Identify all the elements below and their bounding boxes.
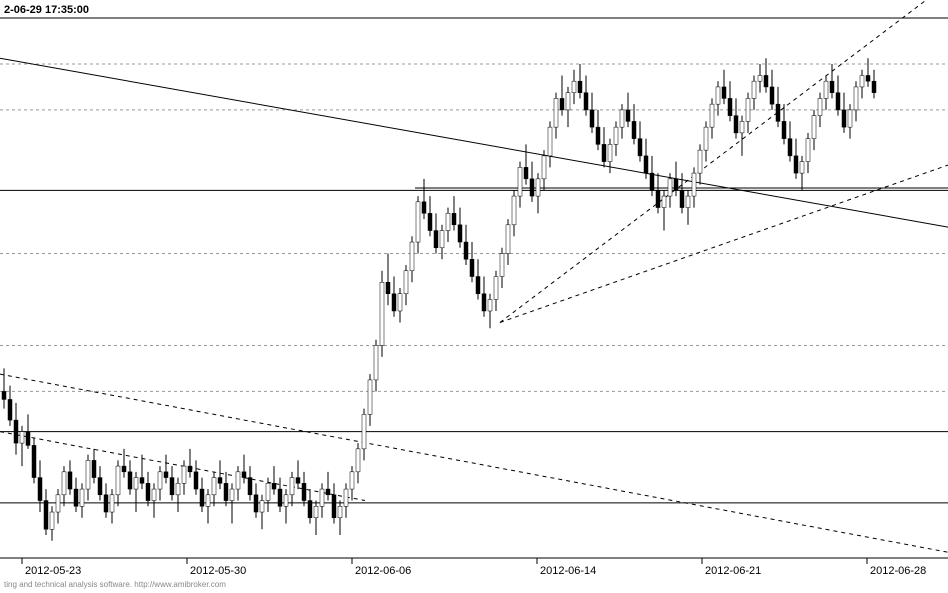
svg-text:2012-06-06: 2012-06-06 (355, 565, 411, 577)
candlestick-chart[interactable]: 2012-05-23 2012-05-30 2012-06-06 2012-06-14… (0, 0, 948, 593)
svg-text:2012-06-14: 2012-06-14 (540, 565, 596, 577)
footer-credit: ting and technical analysis software. ht… (4, 580, 226, 589)
svg-text:2012-05-23: 2012-05-23 (25, 565, 81, 577)
chart-container: 2-06-29 17:35:00 2012-05-232012-05-30201… (0, 0, 948, 593)
svg-text:2012-05-30: 2012-05-30 (190, 565, 246, 577)
svg-text:2012-06-28: 2012-06-28 (870, 565, 926, 577)
timestamp-label: 2-06-29 17:35:00 (4, 4, 89, 16)
svg-text:2012-06-21: 2012-06-21 (705, 565, 761, 577)
